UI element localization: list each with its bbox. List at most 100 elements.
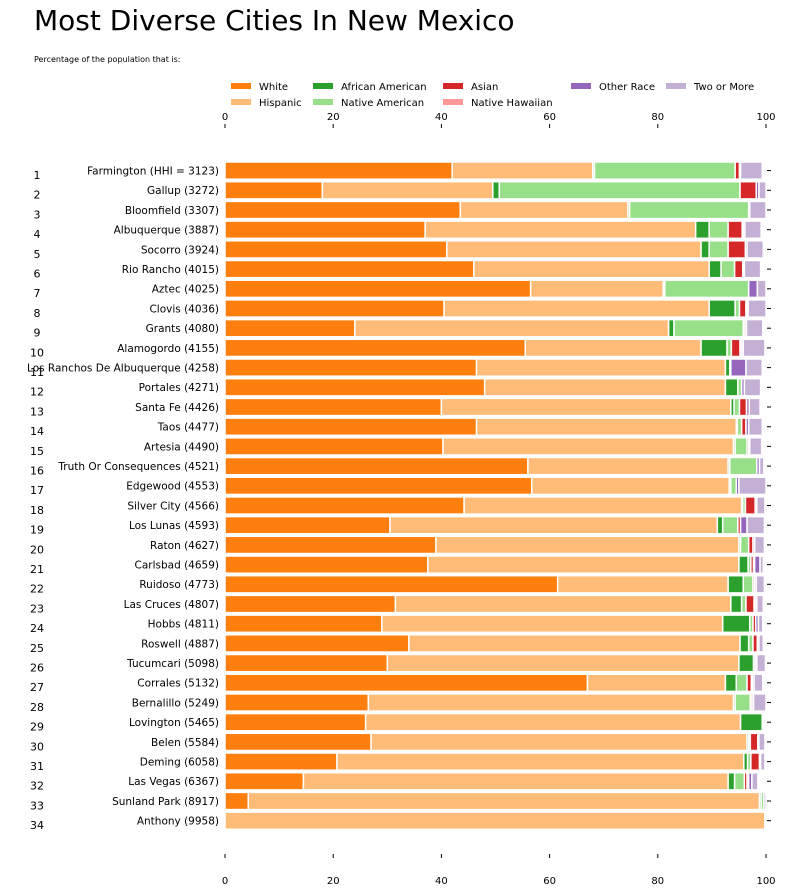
category-label: Sunland Park (8917): [112, 796, 219, 808]
bar-segment-african-american: [727, 574, 745, 594]
rank-number: 13: [30, 405, 44, 418]
category-label: Carlsbad (4659): [135, 560, 220, 572]
bar-segment-white: [224, 220, 426, 240]
bar-segment-hispanic: [435, 535, 740, 555]
bar-segment-white: [224, 732, 372, 752]
category-label: Las Vegas (6367): [128, 776, 219, 788]
bar-segment-two-or-more: [763, 791, 767, 811]
bar-segment-two-or-more: [753, 535, 766, 555]
rank-number: 28: [30, 701, 44, 714]
category-label: Gallup (3272): [147, 185, 219, 197]
category-label: Clovis (4036): [149, 303, 219, 315]
bar-segment-two-or-more: [759, 555, 765, 574]
legend-swatch-native-hawaiian: [443, 99, 463, 105]
bar-segment-two-or-more: [745, 318, 764, 338]
bar-segment-two-or-more: [746, 240, 765, 259]
bar-segment-hispanic: [354, 318, 670, 338]
rank-number: 33: [30, 799, 44, 812]
bottom-axis-tick-label: 0: [222, 876, 228, 887]
category-label: Las Cruces (4807): [124, 599, 219, 611]
bar-segment-white: [224, 161, 453, 180]
bar-segment-two-or-more: [745, 358, 763, 377]
rank-number: 5: [34, 248, 41, 261]
top-axis-tick-label: 80: [651, 112, 664, 123]
top-axis-tick-label: 100: [756, 112, 775, 123]
rank-number: 32: [30, 780, 44, 793]
bar-segment-other-race: [730, 358, 747, 377]
bar-segment-hispanic: [524, 338, 702, 358]
bar-segment-asian: [730, 338, 741, 358]
bar-segment-hispanic: [424, 220, 697, 240]
bar-segment-hispanic: [302, 771, 729, 791]
rank-number: 18: [30, 504, 44, 517]
legend-label-asian: Asian: [471, 82, 498, 93]
legend-label-hispanic: Hispanic: [259, 98, 302, 109]
category-label: Tucumcari (5098): [126, 658, 219, 670]
bar-segment-white: [224, 673, 589, 693]
category-label: Portales (4271): [139, 382, 219, 394]
bar-segment-two-or-more: [742, 338, 766, 358]
bar-segment-hispanic: [443, 299, 710, 318]
bar-segment-native-american: [720, 259, 736, 279]
bar-segment-two-or-more: [748, 397, 761, 417]
bar-segment-hispanic: [529, 279, 664, 299]
legend-swatch-asian: [443, 83, 463, 89]
bar-segment-african-american: [738, 653, 755, 673]
legend-swatch-white: [231, 83, 251, 89]
category-label: Roswell (4887): [141, 638, 219, 650]
bar-segment-hispanic: [367, 693, 735, 712]
bar-segment-asian: [739, 180, 758, 200]
bar-segment-native-american: [734, 693, 752, 712]
bottom-axis-tick-label: 80: [651, 876, 664, 887]
legend-swatch-african-american: [313, 83, 333, 89]
bar-segment-african-american: [730, 594, 743, 614]
category-label: Raton (4627): [150, 540, 219, 552]
bar-segment-white: [224, 299, 445, 318]
category-label: Rio Rancho (4015): [122, 264, 219, 276]
bar-segment-hispanic: [530, 476, 730, 496]
bar-segment-two-or-more: [743, 259, 762, 279]
bar-segment-hispanic: [442, 437, 735, 456]
bar-segment-white: [224, 397, 443, 417]
bar-segment-two-or-more: [746, 515, 766, 535]
category-label: Edgewood (4553): [126, 481, 219, 493]
bar-segment-hispanic: [427, 555, 740, 574]
bar-segment-hispanic: [386, 653, 740, 673]
bar-segment-white: [224, 259, 475, 279]
bar-segment-hispanic: [475, 358, 727, 377]
category-label: Los Ranchos De Albuquerque (4258): [27, 363, 219, 375]
legend-label-african-american: African American: [341, 82, 427, 93]
bar-segment-two-or-more: [747, 299, 767, 318]
bar-segment-native-american: [742, 574, 754, 594]
top-axis-tick-label: 60: [543, 112, 556, 123]
bar-segment-two-or-more: [758, 634, 765, 653]
rank-number: 34: [30, 819, 44, 832]
bar-segment-two-or-more: [756, 594, 765, 614]
legend-swatch-hispanic: [231, 99, 251, 105]
bar-segment-hispanic: [321, 180, 494, 200]
bar-segment-native-american: [708, 220, 729, 240]
bar-segment-two-or-more: [752, 693, 767, 712]
bar-segment-white: [224, 515, 391, 535]
category-label: Silver City (4566): [127, 500, 219, 512]
rank-number: 7: [34, 287, 41, 300]
bottom-axis-tick-label: 20: [327, 876, 340, 887]
legend-label-native-hawaiian: Native Hawaiian: [471, 98, 553, 109]
bar-segment-white: [224, 200, 462, 220]
rank-number: 24: [30, 622, 44, 635]
bar-segment-african-american: [708, 299, 736, 318]
bar-segment-hispanic: [483, 377, 727, 397]
bottom-axis-tick-label: 100: [756, 876, 775, 887]
bar-segment-two-or-more: [756, 496, 766, 515]
bar-segment-asian: [738, 299, 747, 318]
bar-segment-two-or-more: [759, 752, 766, 771]
category-label: Grants (4080): [146, 323, 219, 335]
bar-segment-hispanic: [527, 456, 729, 476]
bar-segment-asian: [727, 240, 747, 259]
category-label: Artesia (4490): [144, 441, 219, 453]
bar-segment-white: [224, 318, 356, 338]
bar-segment-white: [224, 653, 389, 673]
legend-label-white: White: [259, 82, 288, 93]
bar-segment-african-american: [700, 338, 728, 358]
bar-segment-native-american: [735, 673, 748, 693]
